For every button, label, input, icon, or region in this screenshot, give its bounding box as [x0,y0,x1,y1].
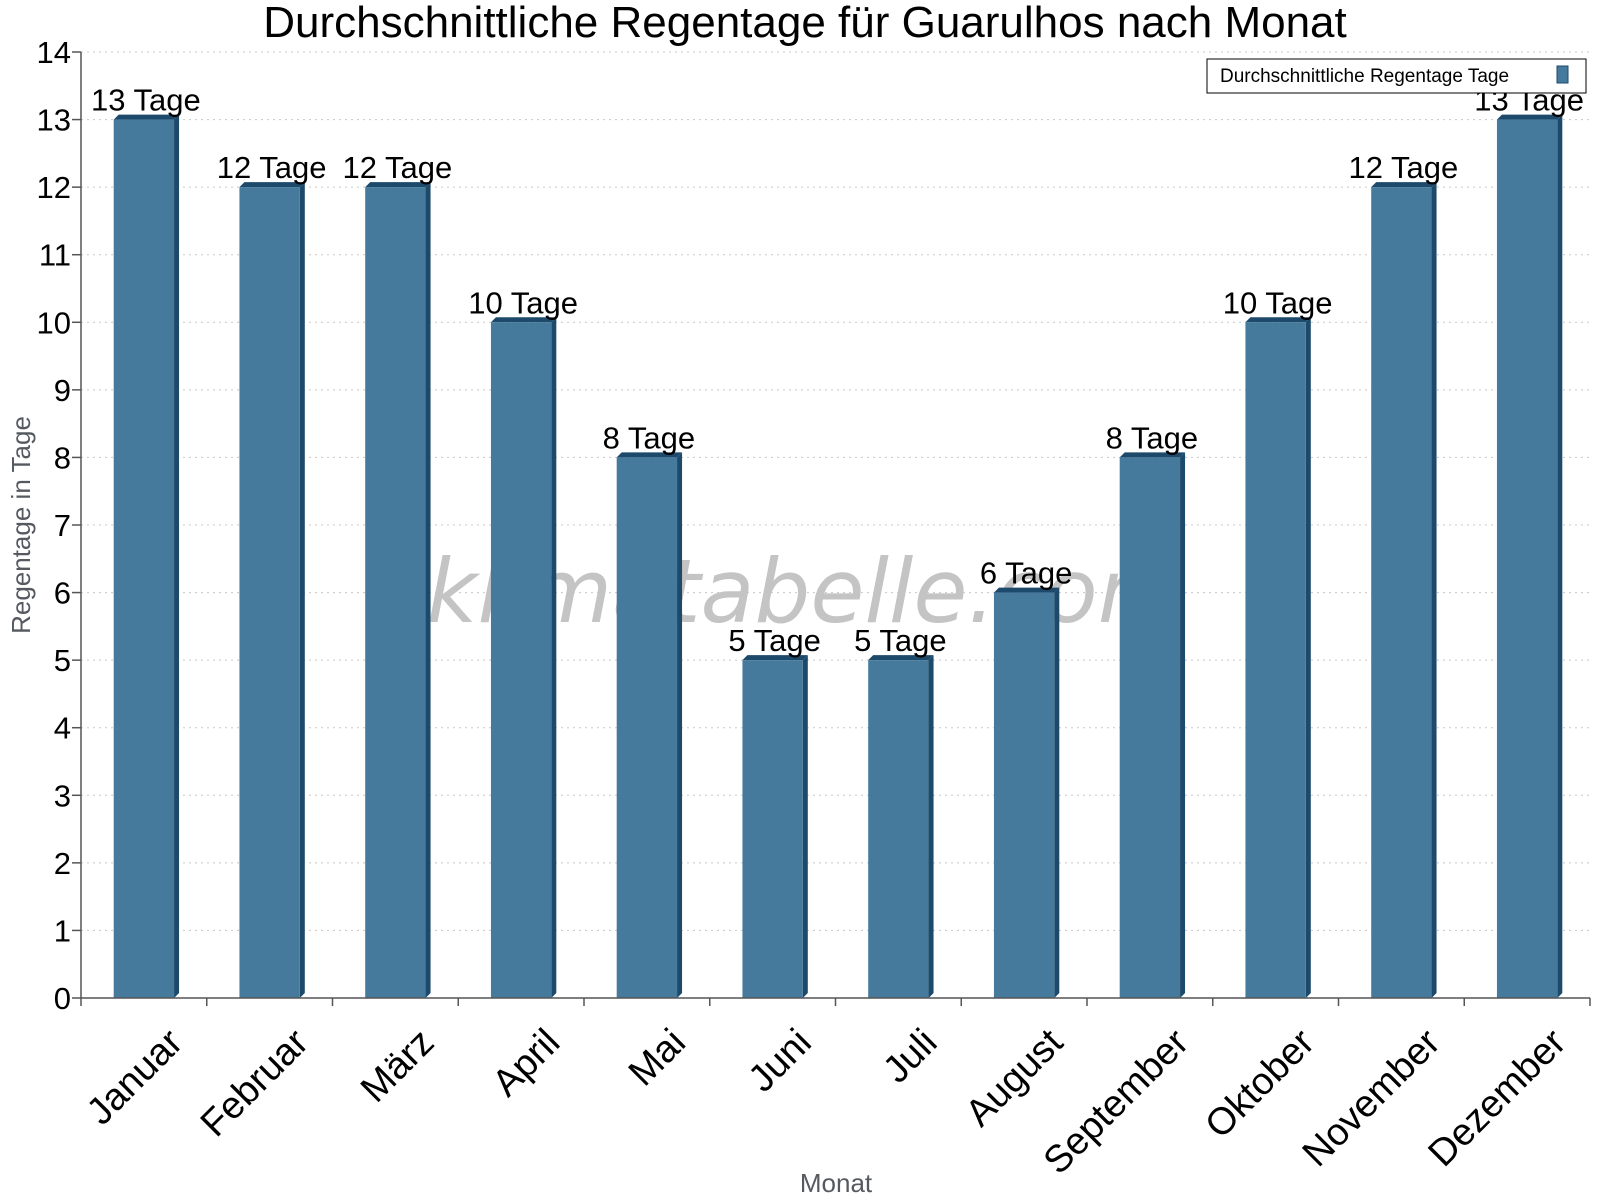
x-axis-label: Monat [800,1168,873,1198]
data-label: 12 Tage [342,150,452,185]
bar [490,317,557,998]
bar-front-face [239,187,300,999]
data-label: 5 Tage [854,623,947,658]
y-tick-label: 9 [54,373,71,408]
bar-front-face [868,660,929,998]
y-axis-label: Regentage in Tage [6,416,36,634]
bar-top-face [742,655,808,661]
bar-front-face [1119,457,1181,998]
bar-top-face [868,655,934,661]
bar-top-face [993,587,1060,593]
y-tick-label: 10 [37,305,71,340]
bar-front-face [1496,119,1558,999]
bar-side-face [1557,114,1563,999]
bar-front-face [616,457,678,998]
bar [868,655,934,998]
data-label: 8 Tage [603,420,696,455]
bar-top-face [365,182,431,188]
bar-side-face [802,655,808,998]
y-tick-label: 12 [37,170,71,205]
bar-side-face [425,182,431,999]
bar [113,114,180,999]
data-label: 10 Tage [468,285,578,320]
bar [239,182,305,999]
data-label: 5 Tage [728,623,821,658]
legend-swatch [1556,65,1569,84]
bar-side-face [928,655,934,998]
bar-top-face [616,452,683,458]
chart-title: Durchschnittliche Regentage für Guarulho… [263,0,1347,47]
bar-top-face [239,182,305,188]
bar [616,452,683,998]
bar-side-face [1180,452,1186,998]
bar-side-face [174,114,180,999]
bar-top-face [113,114,180,120]
bar-top-face [1371,182,1437,188]
y-tick-label: 13 [37,103,71,138]
data-label: 10 Tage [1223,285,1333,320]
data-label: 12 Tage [1348,150,1458,185]
bar [365,182,431,999]
bar-side-face [1054,587,1060,998]
data-label: 8 Tage [1106,420,1199,455]
bar-front-face [993,592,1055,998]
bar-top-face [1245,317,1311,323]
y-tick-label: 4 [54,711,71,746]
y-tick-label: 8 [54,440,71,475]
y-tick-label: 2 [54,846,71,881]
data-label: 6 Tage [980,556,1073,591]
y-tick-label: 0 [54,981,71,1016]
data-label: 13 Tage [91,83,201,118]
legend-label: Durchschnittliche Regentage Tage [1220,66,1509,87]
bar-side-face [1431,182,1437,999]
y-tick-label: 1 [54,913,71,948]
y-tick-label: 11 [39,238,71,273]
bar [1119,452,1186,998]
bar-front-face [1245,322,1306,998]
bar [1245,317,1311,998]
bar-front-face [113,119,175,999]
y-tick-label: 3 [54,778,71,813]
bar-top-face [1496,114,1563,120]
bar-top-face [490,317,557,323]
y-tick-label: 6 [54,576,71,611]
legend-box [1206,58,1587,94]
bar [742,655,808,998]
bar-top-face [1119,452,1186,458]
bar [1496,114,1563,999]
data-label: 12 Tage [217,150,327,185]
y-tick-label: 14 [37,35,71,70]
bar-front-face [1371,187,1432,999]
bar-front-face [365,187,426,999]
bars [113,114,1563,999]
bar-side-face [1305,317,1311,998]
y-tick-label: 7 [54,508,71,543]
bar [993,587,1060,998]
bar-side-face [299,182,305,999]
bar-front-face [490,322,552,998]
bar-side-face [677,452,683,998]
bar-front-face [742,660,803,998]
bar-side-face [551,317,557,998]
legend: Durchschnittliche Regentage Tage [1206,58,1587,94]
y-tick-label: 5 [54,643,71,678]
bar [1371,182,1437,999]
